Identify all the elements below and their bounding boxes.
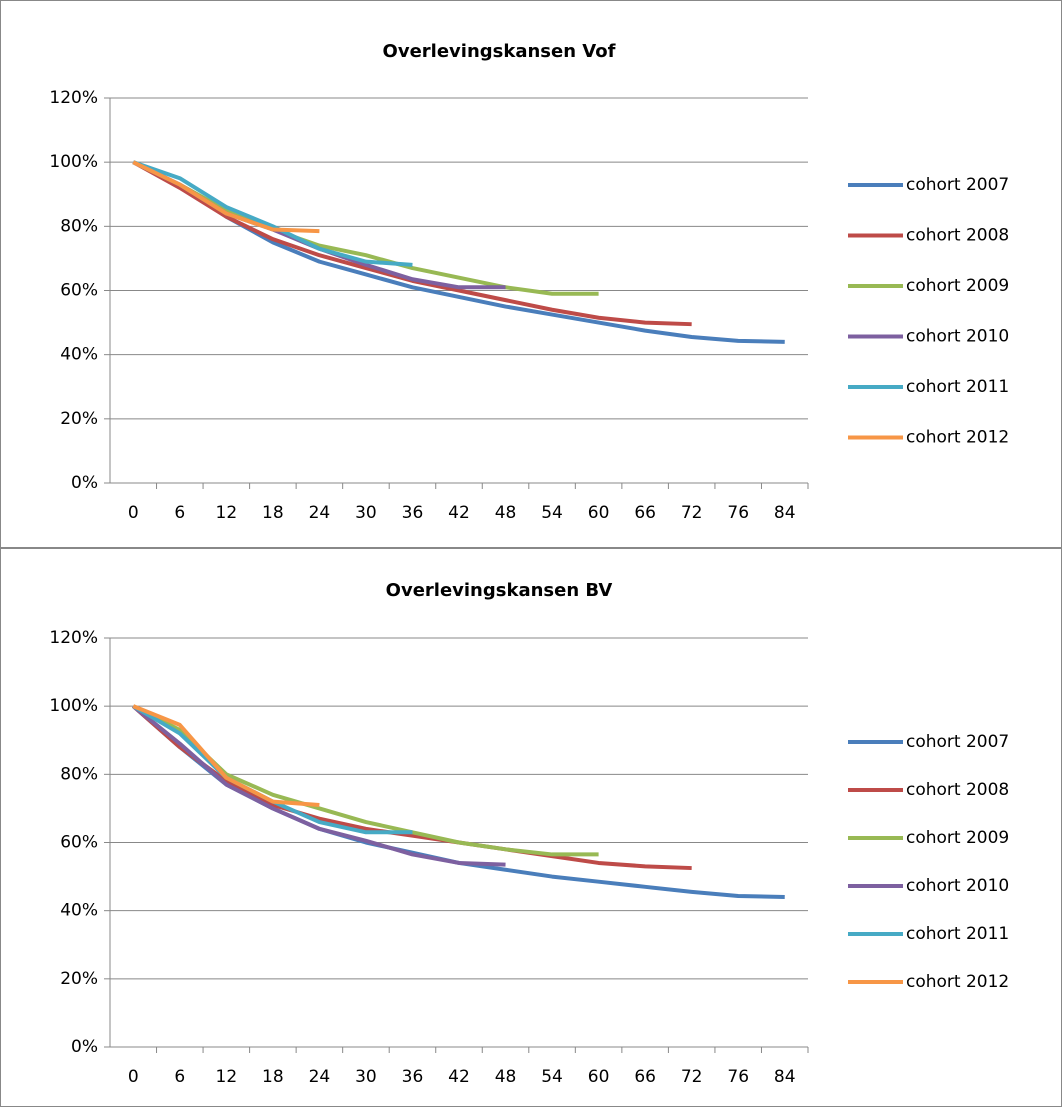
y-tick-label: 100% [49, 152, 98, 172]
x-tick-label: 66 [634, 503, 656, 523]
x-tick-label: 76 [727, 503, 749, 523]
legend-label: cohort 2009 [906, 828, 1009, 848]
y-tick-label: 40% [60, 901, 98, 921]
x-tick-label: 42 [448, 503, 470, 523]
x-tick-label: 84 [774, 503, 796, 523]
y-tick-label: 100% [49, 696, 98, 716]
y-tick-label: 0% [71, 1037, 98, 1057]
series-line [132, 704, 320, 808]
x-tick-label: 76 [727, 1067, 749, 1087]
legend-label: cohort 2010 [906, 327, 1009, 347]
y-tick-label: 40% [60, 345, 98, 365]
series-line [131, 704, 692, 871]
y-tick-label: 120% [49, 628, 98, 648]
x-tick-label: 6 [174, 1067, 185, 1087]
x-tick-label: 12 [216, 1067, 238, 1087]
x-tick-label: 42 [448, 1067, 470, 1087]
x-tick-label: 60 [588, 1067, 610, 1087]
y-tick-label: 20% [60, 409, 98, 429]
x-tick-label: 54 [541, 1067, 563, 1087]
legend-label: cohort 2007 [906, 175, 1009, 195]
y-tick-label: 60% [60, 281, 98, 301]
x-tick-label: 48 [495, 503, 517, 523]
x-tick-label: 30 [355, 1067, 377, 1087]
x-tick-label: 84 [774, 1067, 796, 1087]
x-tick-label: 24 [309, 503, 331, 523]
legend-label: cohort 2009 [906, 276, 1009, 296]
x-tick-label: 36 [402, 1067, 424, 1087]
legend-label: cohort 2011 [906, 377, 1009, 397]
x-tick-label: 18 [262, 503, 284, 523]
series-line [132, 704, 506, 867]
x-tick-label: 6 [174, 503, 185, 523]
x-tick-label: 54 [541, 503, 563, 523]
x-tick-label: 48 [495, 1067, 517, 1087]
x-tick-label: 36 [402, 503, 424, 523]
panel [0, 0, 1062, 548]
x-tick-label: 72 [681, 503, 703, 523]
series-line [132, 160, 320, 234]
x-tick-label: 24 [309, 1067, 331, 1087]
y-tick-label: 120% [49, 88, 98, 108]
x-tick-label: 0 [128, 503, 139, 523]
x-tick-label: 12 [216, 503, 238, 523]
legend-label: cohort 2007 [906, 732, 1009, 752]
legend-label: cohort 2012 [906, 428, 1009, 448]
legend-label: cohort 2011 [906, 924, 1009, 944]
chart-title: Overlevingskansen Vof [383, 41, 616, 62]
legend-label: cohort 2008 [906, 780, 1009, 800]
x-tick-label: 0 [128, 1067, 139, 1087]
x-tick-label: 66 [634, 1067, 656, 1087]
x-tick-label: 60 [588, 503, 610, 523]
x-tick-label: 72 [681, 1067, 703, 1087]
y-tick-label: 0% [71, 473, 98, 493]
legend-label: cohort 2008 [906, 226, 1009, 246]
series-line [132, 160, 413, 267]
y-tick-label: 80% [60, 764, 98, 784]
x-tick-label: 18 [262, 1067, 284, 1087]
panel [0, 548, 1062, 1107]
y-tick-label: 20% [60, 969, 98, 989]
x-tick-label: 30 [355, 503, 377, 523]
y-tick-label: 80% [60, 216, 98, 236]
legend-label: cohort 2010 [906, 876, 1009, 896]
y-tick-label: 60% [60, 833, 98, 853]
legend-label: cohort 2012 [906, 972, 1009, 992]
chart-title: Overlevingskansen BV [386, 580, 613, 601]
